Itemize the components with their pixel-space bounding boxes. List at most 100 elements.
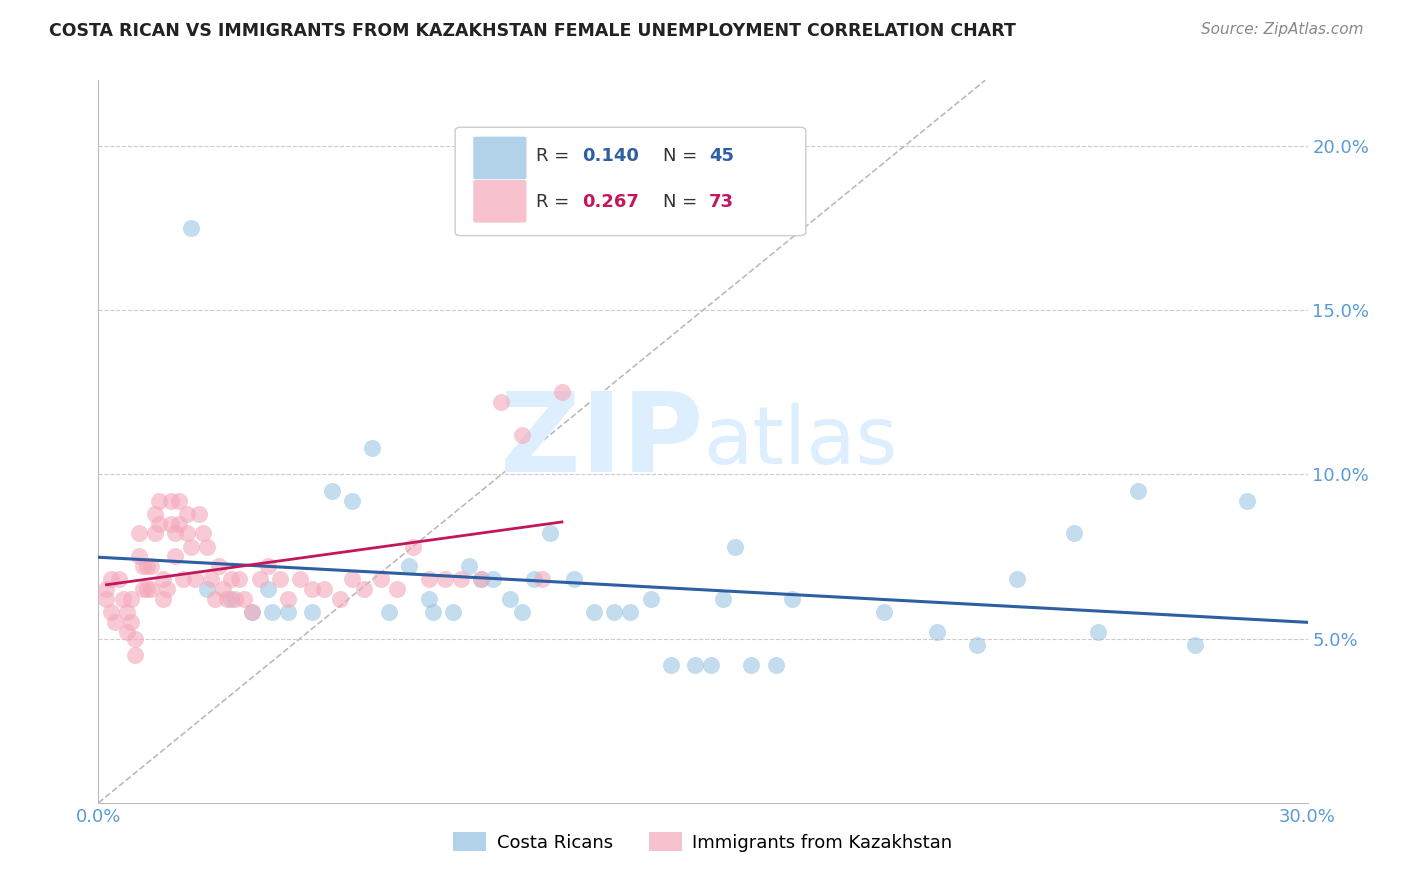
Point (422, 605, 444, 619)
Point (780, 592, 803, 607)
Point (176, 507, 198, 521)
Point (361, 441, 384, 455)
Point (510, 428, 533, 442)
Text: 0.267: 0.267 (582, 193, 638, 211)
Text: R =: R = (536, 193, 575, 211)
Point (132, 582, 155, 597)
Point (538, 526, 561, 541)
Point (470, 573, 492, 587)
Point (966, 638, 988, 652)
Point (195, 540, 218, 554)
Point (115, 605, 138, 619)
Point (260, 605, 283, 619)
Text: R =: R = (536, 147, 575, 165)
Point (724, 540, 747, 554)
Point (700, 657, 723, 672)
Text: 73: 73 (709, 193, 734, 211)
Point (740, 657, 762, 672)
Point (100, 605, 122, 619)
Text: atlas: atlas (703, 402, 897, 481)
Point (482, 573, 505, 587)
Point (152, 592, 174, 607)
Point (640, 592, 662, 607)
Point (925, 625, 948, 640)
Point (204, 592, 226, 607)
Point (152, 573, 174, 587)
Point (619, 605, 641, 619)
Point (167, 516, 190, 531)
Point (301, 605, 323, 619)
Text: 0.140: 0.140 (582, 147, 638, 165)
Point (377, 605, 399, 619)
Point (765, 657, 787, 672)
Point (115, 625, 138, 640)
Point (100, 573, 122, 587)
Point (301, 582, 323, 597)
Point (398, 559, 420, 574)
Point (434, 573, 457, 587)
Text: N =: N = (664, 147, 703, 165)
Point (353, 582, 375, 597)
Point (441, 605, 464, 619)
Point (163, 549, 186, 564)
Point (256, 559, 278, 574)
Point (217, 592, 239, 607)
Point (562, 573, 585, 587)
Point (180, 540, 202, 554)
Point (176, 526, 198, 541)
Point (139, 559, 162, 574)
Point (418, 592, 440, 607)
Point (120, 615, 142, 630)
FancyBboxPatch shape (456, 128, 806, 235)
Point (583, 605, 606, 619)
Point (240, 605, 263, 619)
Text: 45: 45 (709, 147, 734, 165)
Point (470, 573, 492, 587)
Point (160, 516, 183, 531)
Point (314, 582, 336, 597)
Point (221, 573, 243, 587)
Text: Source: ZipAtlas.com: Source: ZipAtlas.com (1201, 22, 1364, 37)
Point (124, 632, 146, 646)
Point (458, 559, 481, 574)
Point (184, 573, 207, 587)
Point (256, 582, 278, 597)
Point (523, 573, 546, 587)
Point (160, 493, 183, 508)
Point (498, 592, 520, 607)
Point (1184, 638, 1206, 652)
Text: COSTA RICAN VS IMMIGRANTS FROM KAZAKHSTAN FEMALE UNEMPLOYMENT CORRELATION CHART: COSTA RICAN VS IMMIGRANTS FROM KAZAKHSTA… (49, 22, 1017, 40)
Point (277, 592, 299, 607)
Point (683, 657, 706, 672)
Point (530, 573, 553, 587)
Point (96, 582, 118, 597)
Point (224, 592, 246, 607)
Point (193, 526, 215, 541)
Point (132, 559, 155, 574)
Point (1128, 483, 1150, 498)
Point (269, 573, 291, 587)
Point (1063, 526, 1085, 541)
Point (329, 592, 352, 607)
Point (208, 559, 231, 574)
Point (221, 592, 243, 607)
Point (107, 573, 129, 587)
Point (128, 549, 150, 564)
Point (450, 573, 472, 587)
Point (873, 605, 896, 619)
Point (139, 582, 162, 597)
Point (188, 507, 211, 521)
Point (167, 493, 190, 508)
Point (418, 573, 440, 587)
FancyBboxPatch shape (474, 136, 526, 179)
Point (659, 657, 682, 672)
Legend: Costa Ricans, Immigrants from Kazakhstan: Costa Ricans, Immigrants from Kazakhstan (446, 825, 960, 859)
Point (491, 395, 513, 409)
Point (277, 605, 299, 619)
Point (370, 573, 392, 587)
Point (1087, 625, 1109, 640)
Point (402, 540, 425, 554)
Point (212, 582, 235, 597)
FancyBboxPatch shape (474, 180, 526, 223)
Point (111, 592, 134, 607)
